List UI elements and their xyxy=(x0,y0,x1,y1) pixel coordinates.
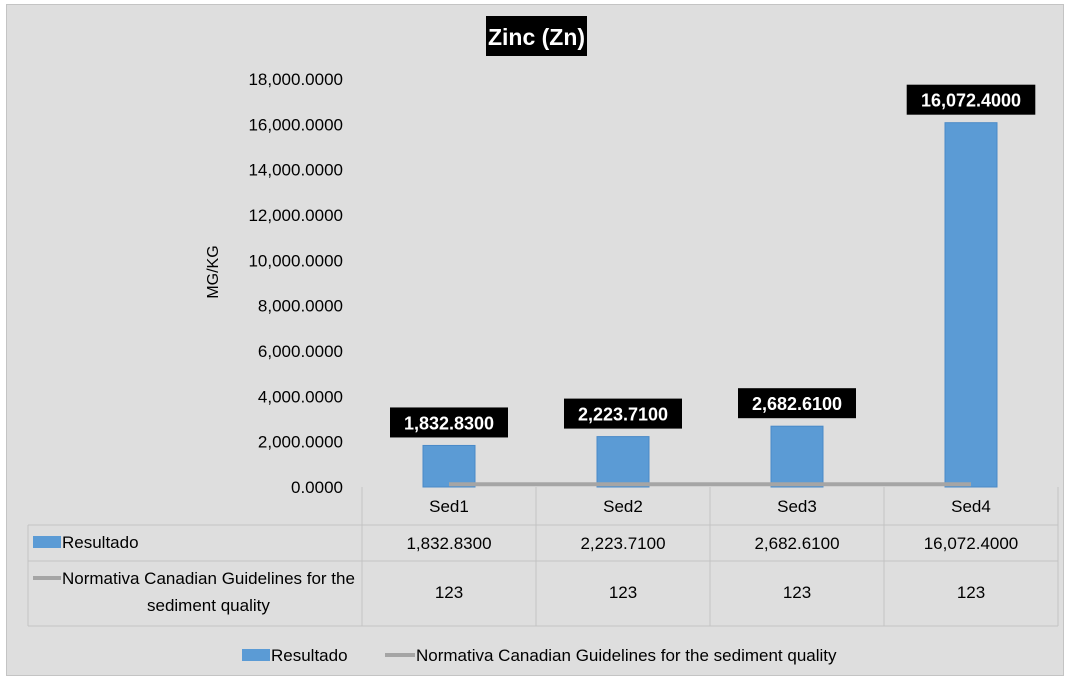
data-label-box xyxy=(906,84,1036,115)
bar-sed3 xyxy=(770,425,824,488)
legend-label: Resultado xyxy=(271,646,348,665)
y-tick-label: 18,000.0000 xyxy=(248,70,343,89)
table-cell: 123 xyxy=(609,583,637,602)
chart-title: Zinc (Zn) xyxy=(488,24,585,50)
data-label-box xyxy=(738,388,856,419)
data-label: 16,072.4000 xyxy=(921,91,1021,111)
y-tick-label: 14,000.0000 xyxy=(248,161,343,180)
x-tick-label: Sed3 xyxy=(777,497,817,516)
chart-area xyxy=(6,4,1064,676)
table-cell: 2,682.6100 xyxy=(754,534,839,553)
data-label: 2,223.7100 xyxy=(578,405,668,425)
table-cell: 2,223.7100 xyxy=(580,534,665,553)
table-row-header: Resultado xyxy=(62,533,139,552)
x-tick-label: Sed2 xyxy=(603,497,643,516)
x-tick-label: Sed1 xyxy=(429,497,469,516)
table-cell: 123 xyxy=(957,583,985,602)
y-tick-label: 16,000.0000 xyxy=(248,115,343,134)
table-cell: 123 xyxy=(783,583,811,602)
table-cell: 123 xyxy=(435,583,463,602)
y-tick-label: 4,000.0000 xyxy=(258,387,343,406)
y-axis-label: MG/KG xyxy=(205,245,222,298)
table-row-header: sediment quality xyxy=(147,596,270,615)
table-row-header: Normativa Canadian Guidelines for the xyxy=(62,569,355,588)
x-tick-label: Sed4 xyxy=(951,497,991,516)
legend-key-bar xyxy=(242,649,270,661)
data-label: 1,832.8300 xyxy=(404,413,494,433)
y-tick-label: 6,000.0000 xyxy=(258,342,343,361)
table-cell: 16,072.4000 xyxy=(924,534,1019,553)
bar-sed1 xyxy=(422,444,476,488)
bar-sed2 xyxy=(596,436,650,488)
chart-title-box xyxy=(486,16,587,56)
y-tick-label: 2,000.0000 xyxy=(258,433,343,452)
legend-label: Normativa Canadian Guidelines for the se… xyxy=(416,646,837,665)
y-tick-label: 0.0000 xyxy=(291,478,343,497)
data-label-box xyxy=(390,407,508,438)
bar-sed4 xyxy=(944,122,998,488)
y-tick-label: 12,000.0000 xyxy=(248,206,343,225)
data-label: 2,682.6100 xyxy=(752,394,842,414)
data-label-box xyxy=(564,398,682,429)
table-cell: 1,832.8300 xyxy=(406,534,491,553)
y-tick-label: 8,000.0000 xyxy=(258,297,343,316)
table-legend-key-bar xyxy=(33,536,61,548)
y-tick-label: 10,000.0000 xyxy=(248,251,343,270)
